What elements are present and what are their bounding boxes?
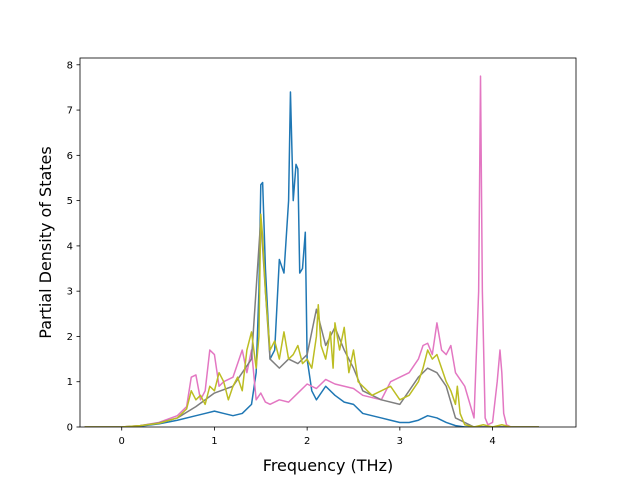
y-axis-title: Partial Density of States	[36, 146, 55, 338]
y-tick-label: 4	[67, 241, 73, 252]
y-tick-label: 3	[67, 287, 73, 298]
y-tick-label: 6	[67, 151, 73, 162]
series-line-1	[84, 91, 539, 427]
x-tick-label: 1	[211, 436, 217, 447]
series-line-3	[84, 217, 539, 427]
y-axis-ticks: 0 1 2 3 4 5 6 7 8	[67, 60, 80, 434]
y-tick-label: 5	[67, 196, 73, 207]
y-tick-label: 7	[67, 106, 73, 117]
x-tick-label: 4	[489, 436, 495, 447]
x-tick-label: 2	[304, 436, 310, 447]
x-tick-label: 3	[397, 436, 403, 447]
x-axis-ticks: 0 1 2 3 4	[119, 427, 496, 447]
y-tick-label: 8	[67, 60, 73, 71]
x-tick-label: 0	[119, 436, 125, 447]
y-tick-label: 0	[67, 423, 73, 434]
series-line-4	[84, 213, 539, 427]
y-tick-label: 1	[67, 377, 73, 388]
plot-lines	[84, 75, 539, 427]
plot-frame	[79, 57, 577, 428]
y-tick-label: 2	[67, 332, 73, 343]
x-axis-title: Frequency (THz)	[263, 456, 393, 475]
series-line-2	[84, 75, 539, 427]
